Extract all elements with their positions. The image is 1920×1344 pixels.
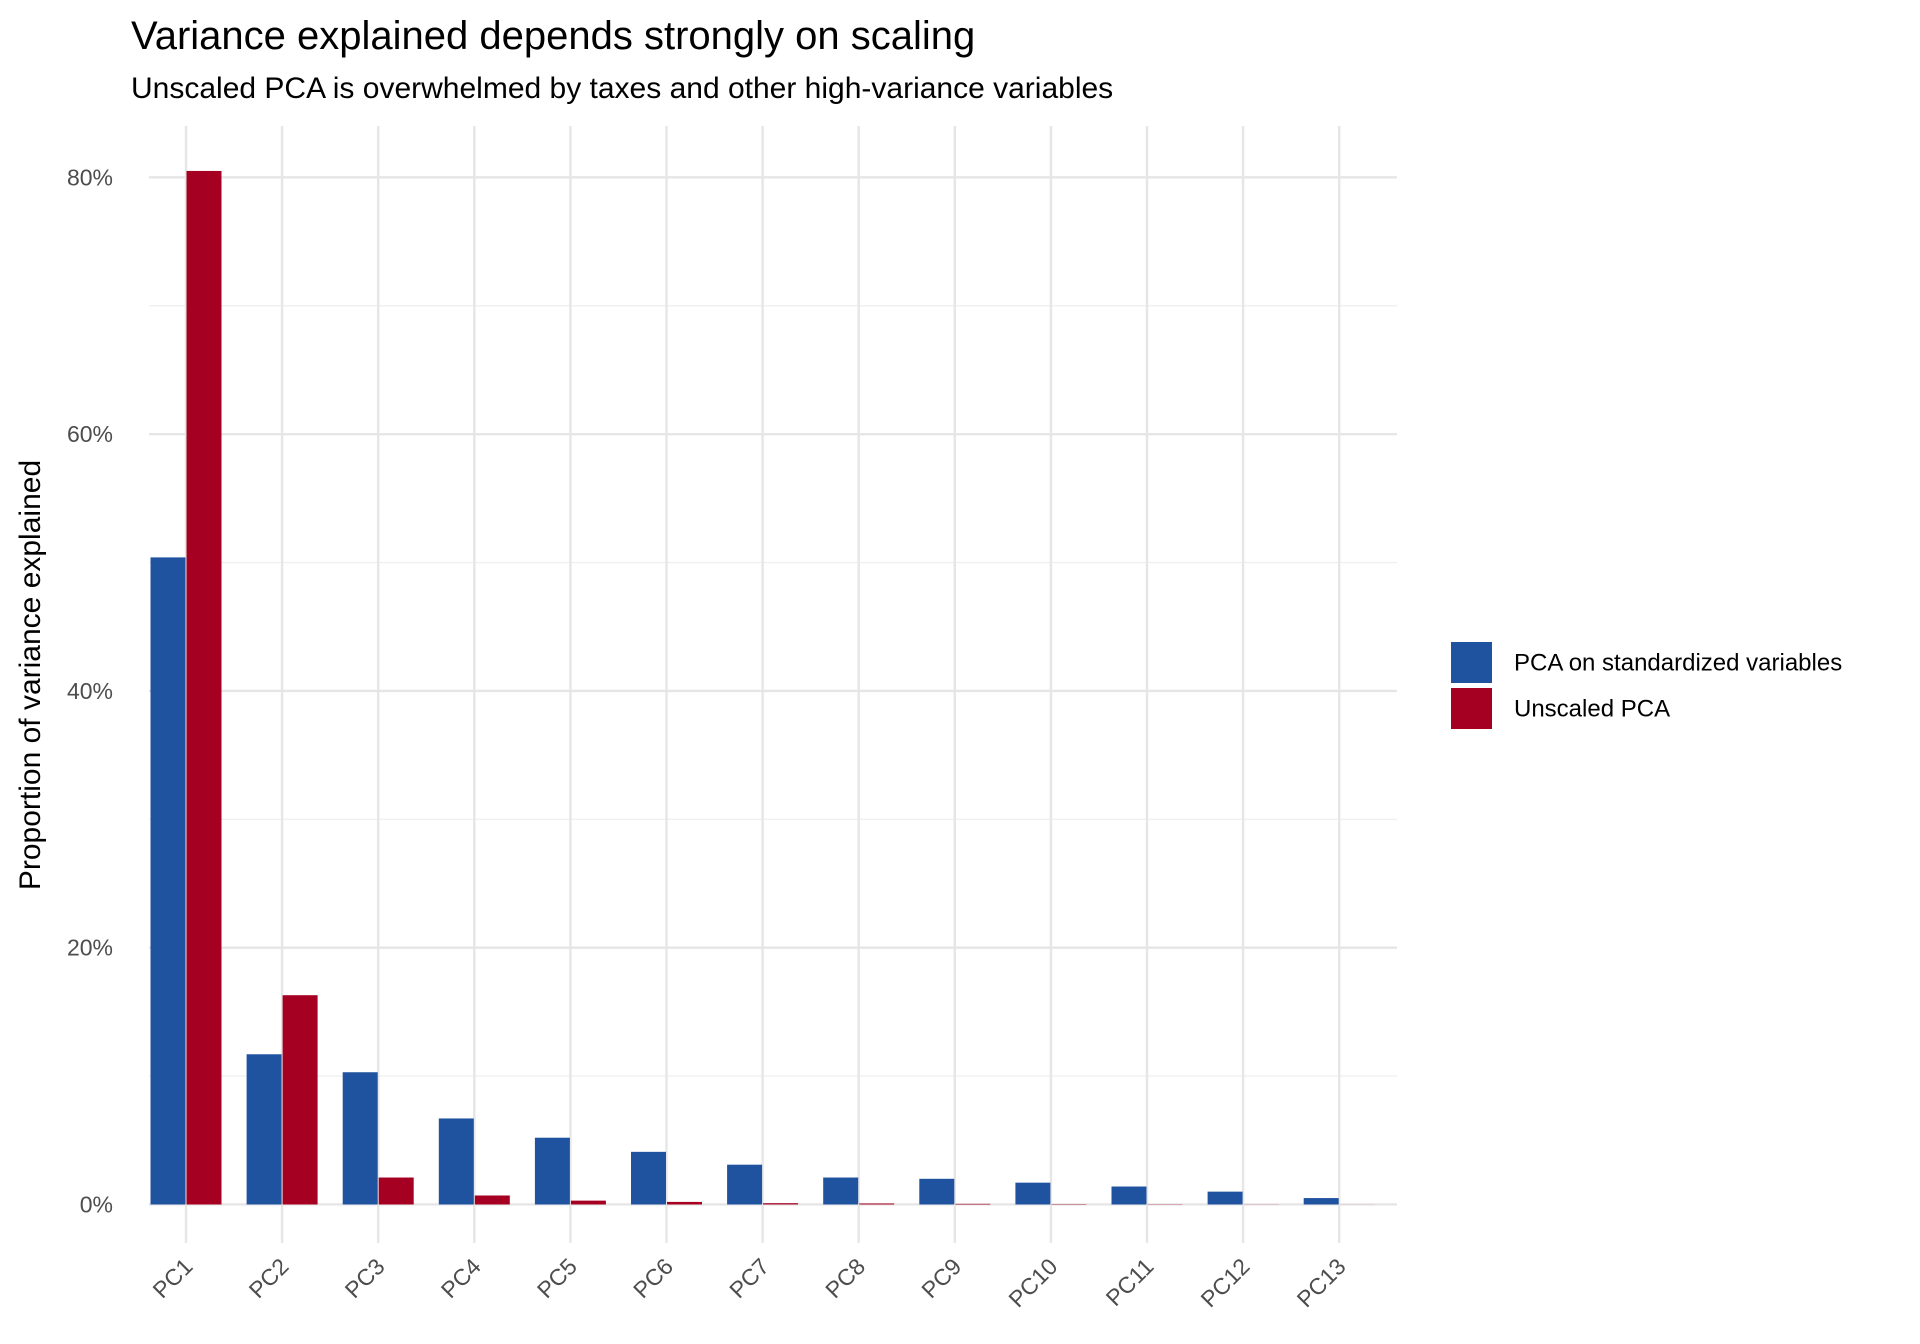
legend-label: PCA on standardized variables xyxy=(1514,650,1842,677)
x-tick-label: PC13 xyxy=(1292,1253,1351,1312)
x-axis-ticks: PC1 PC2 PC3 PC4 PC5 PC6 PC7 PC8 PC9 PC10 PC11 PC12 P… xyxy=(148,1253,1351,1312)
chart-title: Variance explained depends strongly on s… xyxy=(131,14,975,58)
bar-pc6-series-2[interactable] xyxy=(667,1201,702,1205)
y-tick-label: 80% xyxy=(67,164,113,190)
y-axis-ticks: 0% 20% 40% 60% 80% xyxy=(67,164,113,1217)
y-tick-label: 0% xyxy=(80,1191,113,1217)
bar-pc3-series-2[interactable] xyxy=(378,1177,414,1205)
bar-pc11-series-1[interactable] xyxy=(1111,1186,1147,1205)
bar-pc10-series-1[interactable] xyxy=(1015,1182,1051,1205)
x-tick-label: PC9 xyxy=(916,1253,966,1303)
legend-item[interactable]: PCA on standardized variables xyxy=(1451,642,1842,683)
x-tick-label: PC6 xyxy=(628,1253,678,1303)
bar-pc2-series-1[interactable] xyxy=(246,1054,282,1205)
bars xyxy=(150,170,1375,1205)
chart-subtitle: Unscaled PCA is overwhelmed by taxes and… xyxy=(131,72,1113,105)
x-tick-label: PC2 xyxy=(244,1253,294,1303)
x-tick-label: PC1 xyxy=(148,1253,198,1303)
y-tick-label: 40% xyxy=(67,678,113,704)
bar-pc12-series-1[interactable] xyxy=(1207,1191,1243,1205)
bar-pc4-series-1[interactable] xyxy=(438,1118,474,1205)
bar-pc5-series-1[interactable] xyxy=(534,1137,570,1205)
bar-pc9-series-2[interactable] xyxy=(955,1203,991,1205)
legend[interactable]: PCA on standardized variables Unscaled PC… xyxy=(1451,642,1842,729)
y-axis-title: Proportion of variance explained xyxy=(14,460,47,890)
x-tick-label: PC7 xyxy=(724,1253,774,1303)
bar-pc9-series-1[interactable] xyxy=(919,1178,955,1205)
x-tick-label: PC8 xyxy=(820,1253,870,1303)
y-tick-label: 20% xyxy=(67,935,113,961)
x-tick-label: PC5 xyxy=(532,1253,582,1303)
gridlines xyxy=(149,126,1397,1243)
bar-pc13-series-1[interactable] xyxy=(1303,1198,1339,1205)
legend-label: Unscaled PCA xyxy=(1514,696,1670,723)
bar-pc8-series-1[interactable] xyxy=(823,1177,859,1205)
x-tick-label: PC10 xyxy=(1003,1253,1062,1312)
bar-pc5-series-2[interactable] xyxy=(570,1200,606,1205)
bar-pc3-series-1[interactable] xyxy=(342,1072,378,1205)
legend-item[interactable]: Unscaled PCA xyxy=(1451,688,1670,729)
legend-key xyxy=(1451,688,1492,729)
bar-pc7-series-1[interactable] xyxy=(727,1164,763,1205)
legend-key xyxy=(1451,642,1492,683)
x-tick-label: PC4 xyxy=(436,1253,486,1303)
y-tick-label: 60% xyxy=(67,421,113,447)
bar-pc2-series-2[interactable] xyxy=(282,995,318,1205)
bar-pc6-series-1[interactable] xyxy=(631,1151,666,1205)
bar-pc4-series-2[interactable] xyxy=(474,1195,510,1205)
bar-pc8-series-2[interactable] xyxy=(859,1203,895,1205)
x-tick-label: PC3 xyxy=(340,1253,390,1303)
bar-pc7-series-2[interactable] xyxy=(763,1203,799,1205)
x-tick-label: PC11 xyxy=(1101,1253,1159,1311)
x-tick-label: PC12 xyxy=(1196,1253,1255,1312)
bar-pc1-series-2[interactable] xyxy=(186,170,222,1205)
bar-pc1-series-1[interactable] xyxy=(150,557,186,1205)
